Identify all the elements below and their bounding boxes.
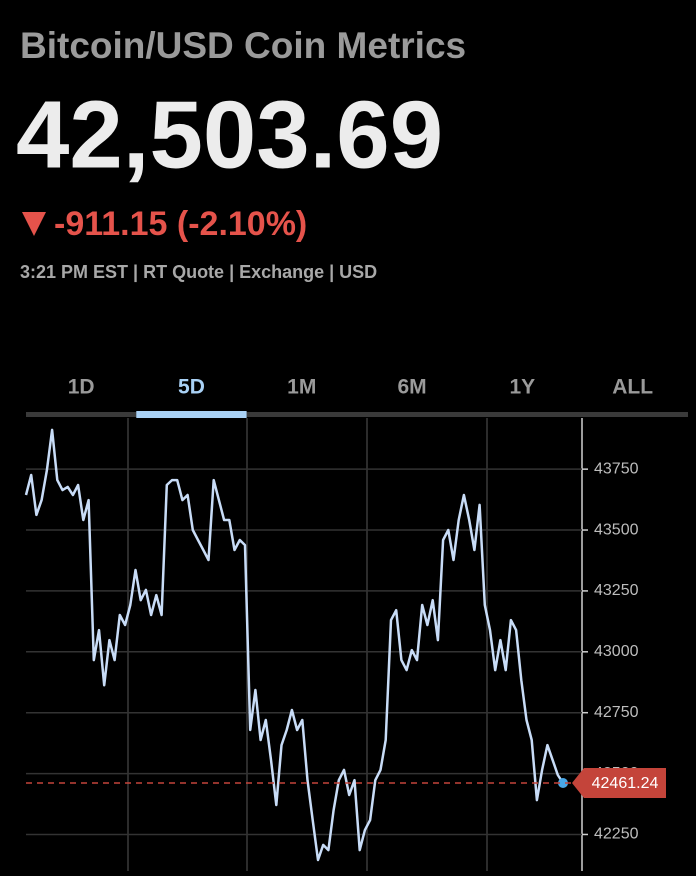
tab[interactable]: 5D xyxy=(178,376,205,399)
y-tick-label: 43250 xyxy=(594,582,639,599)
tab[interactable]: 6M xyxy=(397,376,426,399)
last-point xyxy=(558,778,568,789)
y-tick-label: 43500 xyxy=(594,521,639,538)
change: -911.15 (-2.10%) xyxy=(54,205,307,243)
y-tick-label: 42250 xyxy=(594,826,639,843)
tab[interactable]: 1M xyxy=(287,376,316,399)
tabs: 1D 5D 1M 6M 1Y ALL xyxy=(68,376,653,418)
price: 42,503.69 xyxy=(16,81,443,188)
tab-indicator xyxy=(136,411,247,418)
y-tick-label: 42750 xyxy=(594,704,639,721)
y-tick-label: 43000 xyxy=(594,643,639,660)
tab-track xyxy=(26,412,688,417)
tab[interactable]: ALL xyxy=(612,376,653,399)
plot: 4375043500432504300042750425004225042461… xyxy=(24,428,666,862)
tab[interactable]: 1Y xyxy=(510,376,536,399)
quote-meta: 3:21 PM EST | RT Quote | Exchange | USD xyxy=(20,262,377,282)
down-arrow xyxy=(22,212,46,236)
day-dividers xyxy=(127,418,488,871)
last-price-badge xyxy=(572,768,666,799)
tab[interactable]: 1D xyxy=(68,376,95,399)
last-price-label: 42461.24 xyxy=(592,775,659,792)
y-tick-label: 43750 xyxy=(594,460,639,477)
title: Bitcoin/USD Coin Metrics xyxy=(20,25,466,66)
price-line xyxy=(24,428,565,862)
